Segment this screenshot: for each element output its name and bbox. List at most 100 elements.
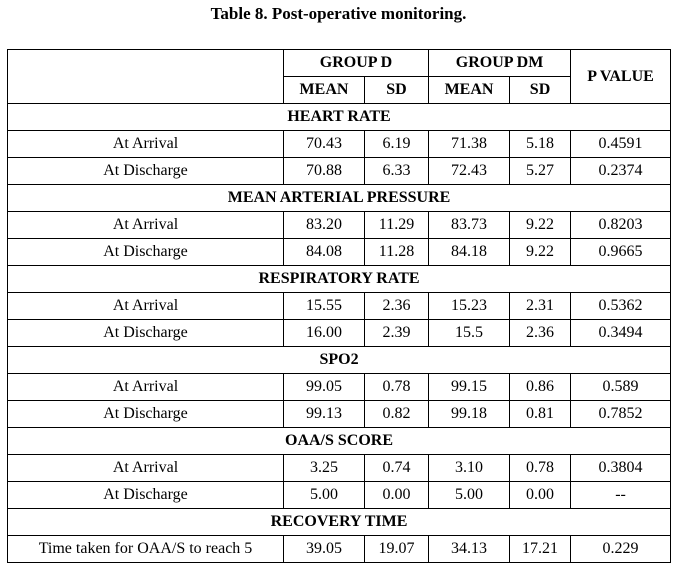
section-header-row: HEART RATE — [6, 103, 672, 131]
row-label: At Arrival — [7, 292, 284, 320]
p-value-header: P VALUE — [570, 49, 672, 104]
row-label: At Discharge — [7, 481, 284, 509]
group-d-sd-cell: 0.82 — [363, 400, 430, 428]
group-d-mean-cell: 70.88 — [283, 157, 365, 185]
group-dm-mean-header: MEAN — [428, 76, 511, 104]
table-row: At Arrival 3.25 0.74 3.10 0.78 0.3804 — [7, 454, 672, 482]
section-title: HEART RATE — [6, 103, 672, 131]
group-dm-mean-cell: 72.43 — [428, 157, 511, 185]
group-dm-sd-cell: 9.22 — [509, 238, 572, 266]
group-dm-sd-cell: 0.81 — [509, 400, 572, 428]
section-title: SPO2 — [6, 346, 672, 374]
table-row: At Arrival 15.55 2.36 15.23 2.31 0.5362 — [7, 292, 672, 320]
group-dm-mean-cell: 5.00 — [428, 481, 511, 509]
section-title: RECOVERY TIME — [6, 508, 672, 536]
row-label: At Arrival — [7, 373, 284, 401]
group-dm-sd-cell: 5.18 — [509, 130, 572, 158]
stat-header-row: MEAN SD MEAN SD — [8, 76, 671, 104]
table-row: At Discharge 99.13 0.82 99.18 0.81 0.7852 — [7, 400, 672, 428]
p-value-cell: 0.229 — [570, 535, 672, 563]
group-dm-sd-cell: 0.00 — [509, 481, 572, 509]
p-value-cell: 0.3804 — [570, 454, 672, 482]
post-operative-monitoring-table: GROUP D GROUP DM P VALUE MEAN SD MEAN SD… — [6, 49, 672, 563]
p-value-cell: -- — [570, 481, 672, 509]
group-d-sd-cell: 6.33 — [363, 157, 430, 185]
table-row: At Arrival 83.20 11.29 83.73 9.22 0.8203 — [7, 211, 672, 239]
group-dm-mean-cell: 84.18 — [428, 238, 511, 266]
group-d-mean-cell: 70.43 — [283, 130, 365, 158]
group-d-sd-cell: 0.74 — [363, 454, 430, 482]
group-d-mean-cell: 99.05 — [283, 373, 365, 401]
group-dm-mean-cell: 34.13 — [428, 535, 511, 563]
group-dm-header: GROUP DM — [428, 49, 572, 77]
row-label: At Discharge — [7, 238, 284, 266]
group-dm-mean-cell: 99.15 — [428, 373, 511, 401]
table-row: Time taken for OAA/S to reach 5 39.05 19.0… — [7, 535, 672, 563]
group-dm-mean-cell: 71.38 — [428, 130, 511, 158]
table-row: At Discharge 5.00 0.00 5.00 0.00 -- — [7, 481, 672, 509]
blank-header-cell — [7, 49, 284, 104]
group-d-mean-cell: 99.13 — [283, 400, 365, 428]
row-label: At Discharge — [7, 400, 284, 428]
p-value-cell: 0.4591 — [570, 130, 672, 158]
p-value-cell: 0.3494 — [570, 319, 672, 347]
section-title: OAA/S SCORE — [6, 427, 672, 455]
p-value-cell: 0.5362 — [570, 292, 672, 320]
group-d-sd-cell: 11.28 — [363, 238, 430, 266]
group-dm-sd-cell: 17.21 — [509, 535, 572, 563]
group-d-header: GROUP D — [282, 49, 430, 77]
p-value-cell: 0.2374 — [570, 157, 672, 185]
group-dm-sd-cell: 0.78 — [509, 454, 572, 482]
section-header-row: RESPIRATORY RATE — [6, 265, 672, 293]
group-dm-mean-cell: 99.18 — [428, 400, 511, 428]
section-title: MEAN ARTERIAL PRESSURE — [6, 184, 672, 212]
section-header-row: MEAN ARTERIAL PRESSURE — [6, 184, 672, 212]
row-label: At Discharge — [7, 157, 284, 185]
row-label: Time taken for OAA/S to reach 5 — [7, 535, 284, 563]
group-d-sd-cell: 2.39 — [363, 319, 430, 347]
group-dm-mean-cell: 15.23 — [428, 292, 511, 320]
group-d-mean-cell: 83.20 — [283, 211, 365, 239]
section-header-row: OAA/S SCORE — [6, 427, 672, 455]
table-row: At Discharge 16.00 2.39 15.5 2.36 0.3494 — [7, 319, 672, 347]
group-d-mean-cell: 5.00 — [283, 481, 365, 509]
group-dm-sd-cell: 9.22 — [509, 211, 572, 239]
table-body: HEART RATE At Arrival 70.43 6.19 71.38 5.18 0.… — [6, 103, 672, 563]
group-dm-sd-cell: 5.27 — [509, 157, 572, 185]
group-d-sd-cell: 0.00 — [363, 481, 430, 509]
group-dm-sd-header: SD — [509, 76, 572, 104]
group-d-mean-header: MEAN — [283, 76, 365, 104]
table-caption: Table 8. Post-operative monitoring. — [210, 4, 467, 23]
group-d-sd-cell: 19.07 — [363, 535, 430, 563]
group-dm-mean-cell: 3.10 — [428, 454, 511, 482]
group-d-mean-cell: 16.00 — [283, 319, 365, 347]
table-row: At Discharge 84.08 11.28 84.18 9.22 0.9665 — [7, 238, 672, 266]
group-dm-sd-cell: 2.36 — [509, 319, 572, 347]
group-dm-mean-cell: 15.5 — [428, 319, 511, 347]
group-d-sd-cell: 2.36 — [363, 292, 430, 320]
group-d-sd-cell: 6.19 — [363, 130, 430, 158]
p-value-cell: 0.9665 — [570, 238, 672, 266]
p-value-cell: 0.589 — [570, 373, 672, 401]
group-d-mean-cell: 39.05 — [283, 535, 365, 563]
section-header-row: SPO2 — [6, 346, 672, 374]
group-d-sd-header: SD — [363, 76, 430, 104]
table-row: At Arrival 70.43 6.19 71.38 5.18 0.4591 — [7, 130, 672, 158]
group-d-sd-cell: 11.29 — [363, 211, 430, 239]
row-label: At Arrival — [7, 454, 284, 482]
group-d-mean-cell: 15.55 — [283, 292, 365, 320]
row-label: At Discharge — [7, 319, 284, 347]
group-dm-sd-cell: 2.31 — [509, 292, 572, 320]
section-header-row: RECOVERY TIME — [6, 508, 672, 536]
table-row: At Arrival 99.05 0.78 99.15 0.86 0.589 — [7, 373, 672, 401]
group-d-mean-cell: 84.08 — [283, 238, 365, 266]
group-dm-sd-cell: 0.86 — [509, 373, 572, 401]
p-value-cell: 0.8203 — [570, 211, 672, 239]
table-row: At Discharge 70.88 6.33 72.43 5.27 0.2374 — [7, 157, 672, 185]
row-label: At Arrival — [7, 130, 284, 158]
row-label: At Arrival — [7, 211, 284, 239]
group-dm-mean-cell: 83.73 — [428, 211, 511, 239]
section-title: RESPIRATORY RATE — [6, 265, 672, 293]
p-value-cell: 0.7852 — [570, 400, 672, 428]
group-d-sd-cell: 0.78 — [363, 373, 430, 401]
